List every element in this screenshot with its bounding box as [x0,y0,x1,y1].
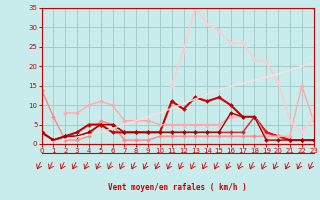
Text: Vent moyen/en rafales ( km/h ): Vent moyen/en rafales ( km/h ) [108,183,247,192]
